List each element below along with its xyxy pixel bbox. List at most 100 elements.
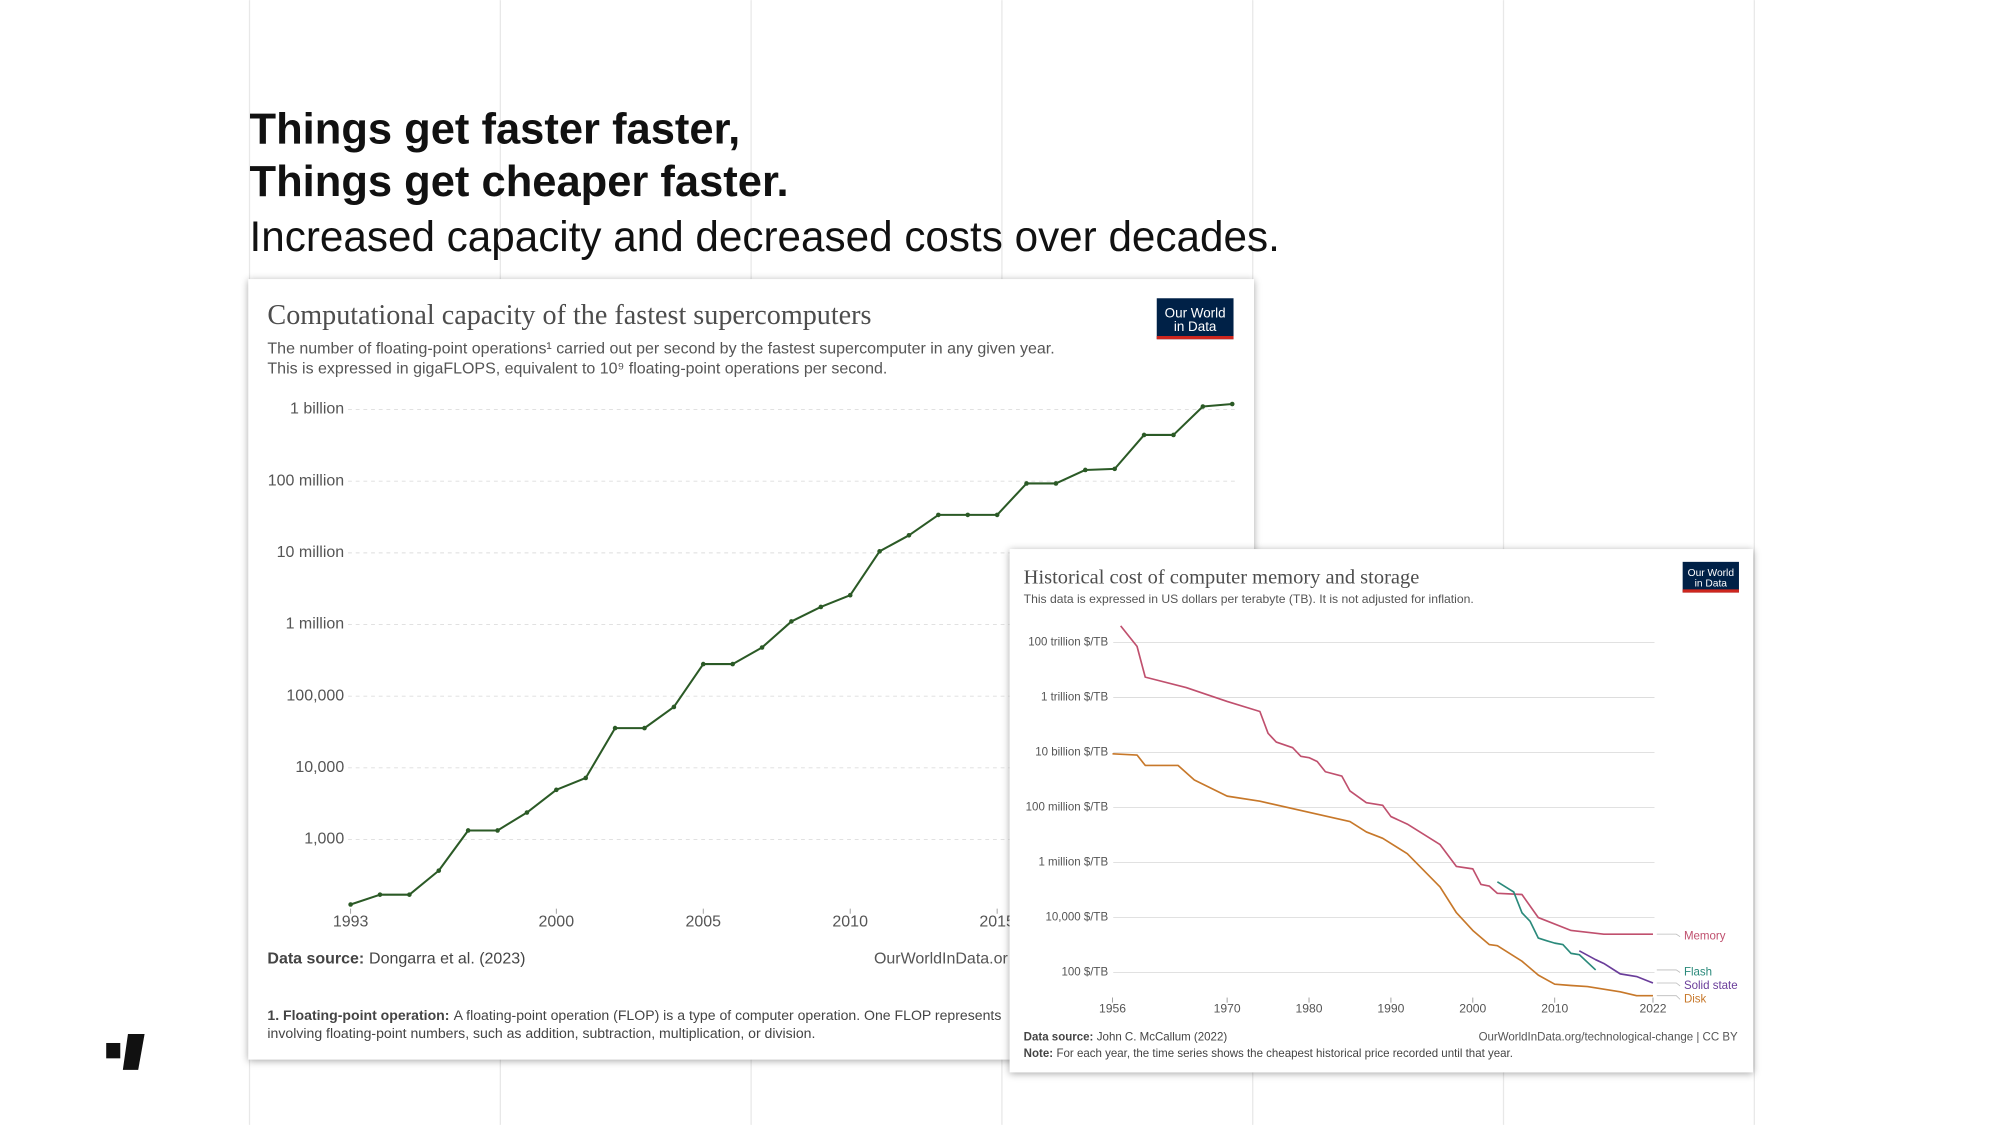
source-label: Data source: <box>267 951 364 968</box>
data-point <box>1229 401 1235 407</box>
source-label: Data source: <box>1024 1031 1094 1043</box>
note-label: Note: <box>1024 1048 1053 1060</box>
x-tick-label: 1993 <box>333 914 369 931</box>
y-tick-label: 10 billion $/TB <box>1035 747 1108 759</box>
data-point <box>877 549 882 554</box>
data-point <box>1112 466 1117 472</box>
logo-text: in Data <box>1695 578 1728 589</box>
legend-connector <box>1656 969 1681 973</box>
logo-text: Our World <box>1688 568 1735 579</box>
logo-box <box>1682 561 1739 593</box>
legend-label: Disk <box>1684 993 1707 1005</box>
chart-subtitle: This data is expressed in US dollars per… <box>1024 592 1474 606</box>
x-tick-label: 1980 <box>1296 1001 1323 1015</box>
y-tick-label: 1 million $/TB <box>1038 857 1108 869</box>
data-point <box>495 828 500 833</box>
data-point <box>1171 432 1176 438</box>
x-tick-label: 2022 <box>1639 1001 1666 1015</box>
data-point <box>700 661 706 667</box>
series-line <box>1120 625 1653 935</box>
data-point <box>436 868 442 873</box>
x-tick-label: 2000 <box>1459 1001 1486 1015</box>
y-tick-label: 10,000 <box>295 759 344 776</box>
data-point <box>612 725 618 731</box>
footnote-label: 1. Floating-point operation: <box>267 1007 449 1023</box>
x-tick-label: 2005 <box>685 914 721 931</box>
series-line <box>1578 950 1654 984</box>
chart-subtitle: This is expressed in gigaFLOPS, equivale… <box>267 361 887 378</box>
data-point <box>583 775 589 781</box>
chart-subtitle: The number of floating-point operations¹… <box>267 340 1054 357</box>
logo-text: Our World <box>1165 305 1226 320</box>
x-tick-label: 1990 <box>1377 1001 1404 1015</box>
x-tick-label: 2010 <box>1541 1001 1568 1015</box>
y-tick-label: 100 $/TB <box>1061 967 1108 979</box>
data-point <box>818 604 824 610</box>
data-point <box>348 902 353 907</box>
data-point <box>847 592 853 598</box>
chart: Historical cost of computer memory and s… <box>1009 549 1754 1073</box>
data-point <box>730 661 735 667</box>
data-point <box>377 892 383 897</box>
brand-logo <box>106 1034 145 1070</box>
x-tick-label: 2010 <box>832 914 868 931</box>
logo-text: in Data <box>1174 319 1217 334</box>
legend-label: Solid state <box>1684 980 1738 992</box>
source-text: Dongarra et al. (2023) <box>369 951 525 968</box>
data-point <box>994 512 1000 518</box>
data-point <box>1141 432 1147 438</box>
data-point <box>407 892 412 897</box>
data-point <box>965 512 971 518</box>
legend-label: Memory <box>1684 931 1726 943</box>
source-url: OurWorldInData.org/technological-change … <box>1479 1031 1738 1043</box>
logo-strip <box>1682 589 1739 593</box>
legend-connector <box>1656 933 1681 938</box>
series-line <box>1496 881 1597 971</box>
source: Data source: John C. McCallum (2022) <box>1024 1031 1228 1043</box>
y-tick-label: 100 trillion $/TB <box>1028 637 1108 649</box>
logo-box <box>1156 298 1234 340</box>
y-tick-label: 1,000 <box>304 831 344 848</box>
legend-connector <box>1656 982 1681 987</box>
data-point <box>642 725 647 731</box>
chart-card <box>1009 549 1754 1073</box>
y-tick-label: 1 billion <box>290 401 344 418</box>
source-text: John C. McCallum (2022) <box>1097 1031 1228 1043</box>
legend-label: Flash <box>1684 967 1712 979</box>
y-tick-label: 100,000 <box>286 687 344 704</box>
note: Note: For each year, the time series show… <box>1024 1048 1513 1060</box>
x-tick-label: 1956 <box>1099 1001 1126 1015</box>
x-tick-label: 2015 <box>979 914 1015 931</box>
data-point <box>524 810 530 815</box>
footnote-text: A floating-point operation (FLOP) is a t… <box>454 1007 1002 1023</box>
data-point <box>671 704 677 710</box>
data-point <box>465 828 471 833</box>
chart-title: Historical cost of computer memory and s… <box>1024 567 1420 589</box>
x-tick-label: 1970 <box>1214 1001 1241 1015</box>
data-point <box>554 787 559 793</box>
series-line <box>1112 752 1653 997</box>
data-point <box>1053 481 1059 486</box>
y-tick-label: 1 trillion $/TB <box>1041 692 1108 704</box>
y-tick-label: 10 million <box>277 544 345 561</box>
note-text: For each year, the time series shows the… <box>1057 1048 1513 1060</box>
footnote: 1. Floating-point operation: A floating-p… <box>267 1007 1001 1023</box>
data-point <box>789 619 794 624</box>
y-tick-label: 1 million <box>286 616 345 633</box>
logo-slash <box>122 1034 145 1070</box>
data-point <box>906 532 912 538</box>
logo-strip <box>1156 336 1234 340</box>
chart-title: Computational capacity of the fastest su… <box>267 300 871 331</box>
logo-square <box>106 1042 121 1059</box>
slide-title: Things get cheaper faster. <box>250 158 789 206</box>
footnote-continued: involving floating-point numbers, such a… <box>267 1025 815 1041</box>
data-point <box>1200 404 1206 409</box>
y-tick-label: 100 million $/TB <box>1026 802 1109 814</box>
source-url: OurWorldInData.or <box>874 951 1009 968</box>
slide-subtitle: Increased capacity and decreased costs o… <box>250 213 1280 260</box>
source: Data source: Dongarra et al. (2023) <box>267 951 525 968</box>
x-tick-label: 2000 <box>539 914 575 931</box>
data-point <box>1083 467 1088 473</box>
legend-connector <box>1656 995 1681 1000</box>
